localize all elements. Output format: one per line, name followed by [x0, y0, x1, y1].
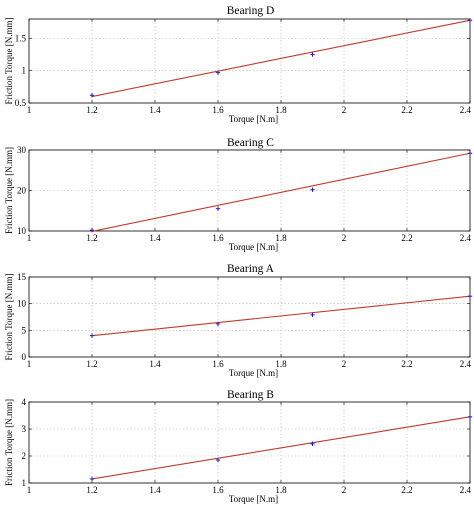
x-tick-label: 1: [27, 359, 32, 369]
plot-area: [29, 19, 470, 103]
x-tick-label: 1: [27, 105, 32, 115]
x-axis-label: Torque [N.m]: [229, 494, 278, 504]
x-tick-label: 2: [342, 105, 347, 115]
y-axis-label: Friction Torque [N.mm]: [4, 274, 14, 361]
y-tick-label: 20: [17, 186, 27, 196]
x-tick-label: 1.4: [149, 485, 161, 495]
x-tick-label: 2.4: [460, 359, 472, 369]
axes-box: [28, 401, 471, 484]
x-tick-label: 1.6: [212, 485, 224, 495]
chart-2: Bearing C 1 1.2 1.4 1.6 1.8 2 2.2 2.4 10 20 30 Torqu…: [4, 137, 473, 252]
x-tick-label: 1.2: [86, 233, 97, 243]
x-tick-label: 2.4: [460, 485, 472, 495]
x-tick-label: 1.2: [86, 485, 97, 495]
data-point: [310, 441, 315, 447]
y-tick-label: 0: [22, 352, 27, 362]
data-point: [467, 414, 473, 420]
data-point: [89, 333, 95, 338]
x-tick-label: 2: [342, 233, 347, 243]
x-axis-label: Torque [N.m]: [229, 114, 278, 124]
data-point: [215, 321, 221, 327]
y-tick-label: 2: [22, 451, 27, 461]
x-tick-label: 2.2: [401, 105, 412, 115]
data-point: [310, 187, 315, 192]
y-tick-label: 5: [22, 325, 27, 335]
x-tick-label: 2.4: [460, 105, 472, 115]
axes-box: [28, 18, 471, 104]
data-point: [215, 457, 221, 463]
axes-box: [28, 276, 471, 358]
data-point: [215, 206, 221, 211]
y-axis-label: Friction Torque [N.mm]: [4, 18, 14, 105]
chart-title: Bearing D: [227, 5, 275, 17]
x-tick-label: 1.6: [212, 105, 224, 115]
y-axis-label: Friction Torque [N.mm]: [4, 147, 14, 234]
fit-line: [91, 19, 471, 98]
y-tick-label: 1.5: [15, 33, 27, 43]
data-point: [215, 70, 221, 75]
x-axis-label: Torque [N.m]: [229, 368, 278, 378]
chart-3: Bearing A 1 1.2 1.4 1.6 1.8 2 2.2 2.4 0 5 10 15 Torqu…: [4, 263, 473, 378]
y-tick-label: 4: [22, 397, 27, 407]
y-tick-label: 0.5: [15, 98, 27, 108]
chart-title: Bearing B: [227, 389, 274, 401]
x-tick-label: 1: [27, 233, 32, 243]
x-tick-label: 1: [27, 485, 32, 495]
chart-1: Bearing D1 1.2 1.4 1.6 1.8 2 2.2 2.40.511.5Torq…: [4, 5, 473, 124]
data-point: [467, 151, 473, 156]
plot-area: [29, 277, 470, 357]
x-tick-label: 2.2: [401, 485, 412, 495]
data-point: [89, 227, 95, 233]
y-tick-label: 3: [22, 424, 27, 434]
fit-line: [91, 416, 471, 480]
x-tick-label: 2.2: [401, 359, 412, 369]
data-point: [310, 312, 315, 318]
x-tick-label: 1.6: [212, 233, 224, 243]
x-tick-label: 2: [342, 359, 347, 369]
data-point: [89, 93, 95, 98]
x-tick-label: 2: [342, 485, 347, 495]
y-tick-label: 10: [17, 299, 27, 309]
fit-line: [91, 152, 471, 232]
x-axis-label: Torque [N.m]: [229, 242, 278, 252]
fit-line: [91, 295, 471, 337]
x-tick-label: 1.8: [275, 485, 287, 495]
y-tick-label: 1: [22, 478, 27, 488]
chart-4: Bearing B 1 1.2 1.4 1.6 1.8 2 2.2 2.4 1 2 3 4 Torque …: [4, 389, 473, 504]
x-tick-label: 1.8: [275, 233, 287, 243]
x-tick-label: 2.4: [460, 233, 472, 243]
chart-title: Bearing C: [227, 137, 274, 149]
x-tick-label: 1.2: [86, 105, 97, 115]
y-axis-label: Friction Torque [N.mm]: [4, 399, 14, 486]
x-tick-label: 1.8: [275, 105, 287, 115]
y-tick-label: 15: [17, 272, 27, 282]
y-tick-label: 1: [22, 66, 27, 76]
x-tick-label: 2.2: [401, 233, 412, 243]
x-tick-label: 1.6: [212, 359, 224, 369]
x-tick-label: 1.8: [275, 359, 287, 369]
x-tick-label: 1.4: [149, 105, 161, 115]
data-point: [89, 476, 95, 482]
x-tick-label: 1.2: [86, 359, 97, 369]
y-tick-label: 30: [17, 145, 27, 155]
y-tick-label: 10: [17, 226, 27, 236]
chart-title: Bearing A: [227, 263, 275, 275]
data-point: [467, 18, 473, 23]
x-tick-label: 1.4: [149, 233, 161, 243]
data-point: [310, 52, 315, 57]
x-tick-label: 1.4: [149, 359, 161, 369]
data-point: [467, 294, 473, 299]
plot-area: [29, 402, 470, 483]
